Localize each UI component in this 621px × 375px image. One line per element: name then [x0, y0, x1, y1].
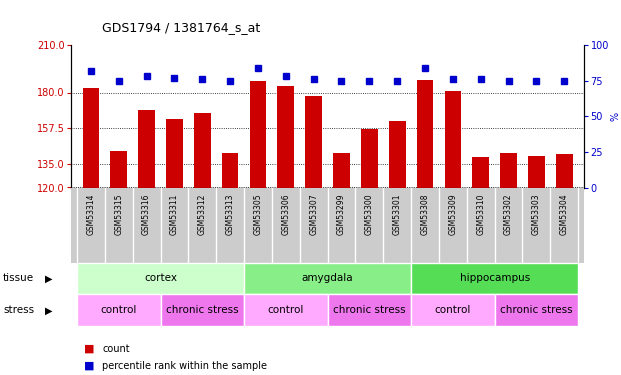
Text: stress: stress: [3, 305, 34, 315]
Text: amygdala: amygdala: [302, 273, 353, 284]
Bar: [138, 110, 155, 188]
Text: GSM53314: GSM53314: [86, 194, 96, 235]
Text: GSM53316: GSM53316: [142, 194, 151, 235]
Text: GSM53307: GSM53307: [309, 194, 318, 235]
Text: GSM53299: GSM53299: [337, 194, 346, 235]
Bar: [556, 154, 573, 188]
Bar: [77, 262, 244, 294]
Bar: [389, 121, 406, 188]
Text: GSM53310: GSM53310: [476, 194, 485, 235]
Text: GSM53308: GSM53308: [420, 194, 430, 235]
Bar: [495, 294, 578, 326]
Bar: [244, 262, 411, 294]
Bar: [250, 81, 266, 188]
Bar: [411, 294, 495, 326]
Text: ▶: ▶: [45, 273, 52, 284]
Text: GSM53305: GSM53305: [253, 194, 263, 235]
Bar: [244, 294, 328, 326]
Text: ■: ■: [84, 361, 94, 370]
Bar: [77, 294, 160, 326]
Text: chronic stress: chronic stress: [166, 305, 238, 315]
Bar: [445, 91, 461, 188]
Text: ■: ■: [84, 344, 94, 354]
Text: GSM53311: GSM53311: [170, 194, 179, 235]
Text: count: count: [102, 344, 130, 354]
Bar: [222, 153, 238, 188]
Text: hippocampus: hippocampus: [460, 273, 530, 284]
Text: GSM53302: GSM53302: [504, 194, 513, 235]
Bar: [111, 151, 127, 188]
Bar: [500, 153, 517, 188]
Text: GSM53312: GSM53312: [197, 194, 207, 235]
Bar: [166, 119, 183, 188]
Text: chronic stress: chronic stress: [333, 305, 406, 315]
Text: GSM53309: GSM53309: [448, 194, 458, 235]
Text: control: control: [435, 305, 471, 315]
Text: control: control: [268, 305, 304, 315]
Bar: [417, 80, 433, 188]
Text: GSM53306: GSM53306: [281, 194, 290, 235]
Bar: [473, 158, 489, 188]
Bar: [361, 129, 378, 188]
Text: GSM53303: GSM53303: [532, 194, 541, 235]
Text: ▶: ▶: [45, 305, 52, 315]
Text: chronic stress: chronic stress: [500, 305, 573, 315]
Bar: [83, 88, 99, 188]
Text: GSM53301: GSM53301: [392, 194, 402, 235]
Bar: [528, 156, 545, 188]
Text: tissue: tissue: [3, 273, 34, 284]
Text: control: control: [101, 305, 137, 315]
Text: GSM53300: GSM53300: [365, 194, 374, 235]
Bar: [306, 96, 322, 188]
Bar: [194, 113, 211, 188]
Text: GSM53304: GSM53304: [560, 194, 569, 235]
Text: cortex: cortex: [144, 273, 177, 284]
Y-axis label: %: %: [610, 112, 620, 121]
Bar: [278, 86, 294, 188]
Text: GDS1794 / 1381764_s_at: GDS1794 / 1381764_s_at: [102, 21, 261, 34]
Text: percentile rank within the sample: percentile rank within the sample: [102, 361, 268, 370]
Text: GSM53313: GSM53313: [225, 194, 235, 235]
Bar: [411, 262, 578, 294]
Text: GSM53315: GSM53315: [114, 194, 123, 235]
Bar: [160, 294, 244, 326]
Bar: [328, 294, 411, 326]
Bar: [333, 153, 350, 188]
